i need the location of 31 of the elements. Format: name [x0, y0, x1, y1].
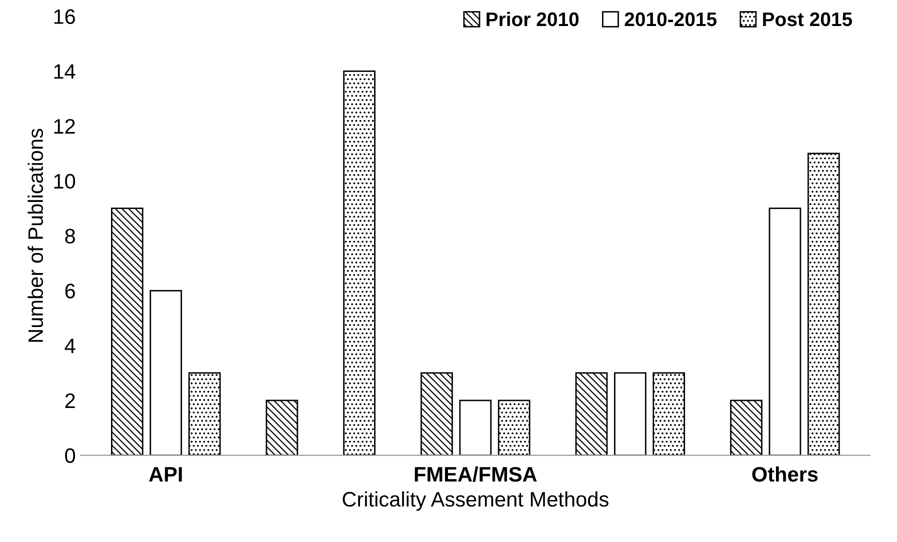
y-tick-label: 2: [65, 393, 75, 408]
x-axis-title: Criticality Assement Methods: [342, 491, 608, 511]
bar: [614, 372, 646, 456]
x-tick-label: FMEA/FMSA: [414, 466, 537, 482]
bar: [730, 400, 762, 456]
bar: [807, 152, 840, 456]
y-tick-label: 16: [54, 9, 75, 24]
bar: [150, 290, 182, 456]
y-tick-label: 14: [54, 64, 76, 79]
y-tick-label: 6: [65, 284, 75, 298]
bar: [459, 400, 492, 456]
x-tick-label: API: [149, 467, 182, 482]
x-tick-label: Others: [752, 466, 818, 482]
bar: [343, 70, 376, 456]
bar: [420, 372, 453, 456]
bar: [575, 372, 608, 456]
legend-label: Post 2015: [763, 12, 852, 26]
legend-label: Prior 2010: [486, 12, 579, 26]
y-tick-label: 8: [65, 228, 75, 244]
bar: [188, 372, 221, 456]
y-tick-label: 4: [64, 338, 76, 354]
bar: [498, 400, 530, 456]
bar: [768, 208, 802, 456]
y-tick-label: 12: [54, 119, 75, 134]
bar: [110, 208, 144, 456]
y-tick-label: 0: [65, 448, 76, 464]
y-tick-label: 10: [54, 174, 76, 189]
legend-label: 2010-2015: [624, 12, 717, 26]
y-axis-title: Number of Publications: [28, 128, 44, 342]
bar: [266, 400, 298, 456]
bar: [652, 372, 686, 456]
